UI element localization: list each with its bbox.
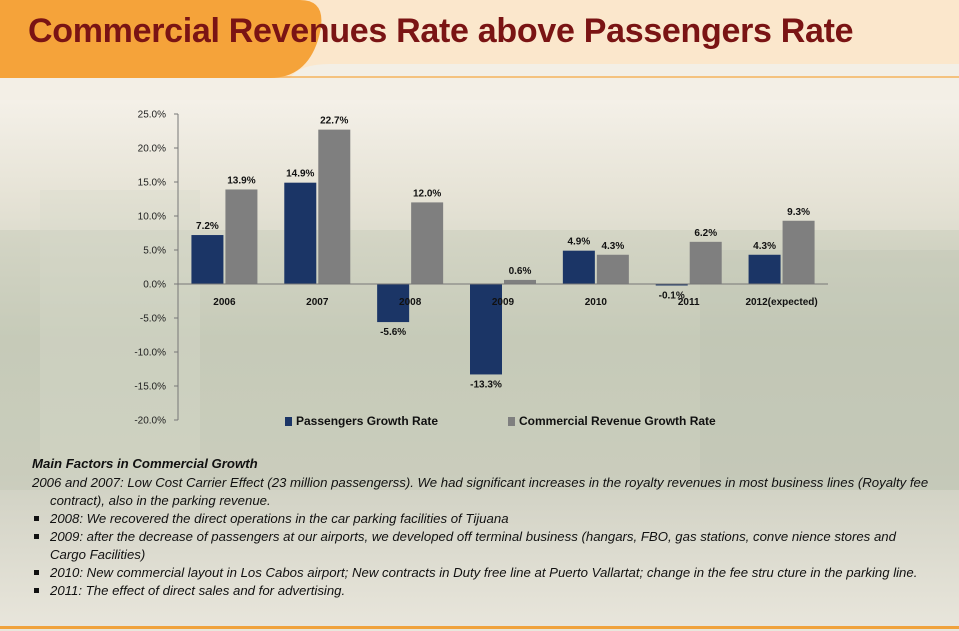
x-category-label: 2010 — [585, 297, 608, 308]
y-tick-label: -10.0% — [134, 348, 166, 359]
y-tick-label: 20.0% — [138, 144, 166, 155]
main-factors-notes: Main Factors in Commercial Growth 2006 a… — [32, 455, 932, 600]
y-tick-label: 5.0% — [143, 246, 166, 257]
passengers-data-label: -5.6% — [380, 327, 406, 338]
y-tick-label: -5.0% — [140, 314, 166, 325]
passengers-bar-2012(expected) — [748, 254, 781, 284]
notes-bullet-2009: 2009: after the decrease of passengers a… — [32, 528, 932, 564]
passengers-bar-2007 — [284, 182, 317, 284]
legend-label-passengers: Passengers Growth Rate — [296, 414, 438, 428]
notes-bullet-2008: 2008: We recovered the direct operations… — [32, 510, 932, 528]
x-category-label: 2009 — [492, 297, 515, 308]
notes-bullet-2010: 2010: New commercial layout in Los Cabos… — [32, 564, 932, 582]
commercial-data-label: 9.3% — [787, 207, 810, 218]
legend-swatch-commercial — [508, 417, 515, 426]
x-category-label: 2012(expected) — [745, 297, 817, 308]
y-tick-label: -15.0% — [134, 382, 166, 393]
passengers-bar-2011 — [655, 284, 688, 286]
passengers-data-label: 7.2% — [196, 221, 219, 232]
commercial-bar-2010 — [596, 254, 629, 284]
legend-swatch-passengers — [285, 417, 292, 426]
passengers-data-label: 4.3% — [753, 241, 776, 252]
passengers-bar-2008 — [377, 284, 410, 323]
y-tick-label: -20.0% — [134, 416, 166, 427]
x-category-label: 2008 — [399, 297, 422, 308]
passengers-data-label: 14.9% — [286, 169, 314, 180]
y-tick-label: 15.0% — [138, 178, 166, 189]
commercial-bar-2012(expected) — [782, 220, 815, 284]
commercial-data-label: 4.3% — [601, 241, 624, 252]
bar-series: 7.2% 13.9% 14.9% 22.7% -5.6% 12.0% -13.3% 0.6% 4… — [191, 116, 815, 390]
notes-bullet-2011: 2011: The effect of direct sales and for… — [32, 582, 932, 600]
y-tick-label: 10.0% — [138, 212, 166, 223]
passengers-bar-2009 — [470, 284, 502, 375]
commercial-data-label: 0.6% — [509, 266, 532, 277]
passengers-bar-2010 — [562, 250, 595, 284]
page-title: Commercial Revenues Rate above Passenger… — [28, 12, 854, 50]
x-axis: 2006 2007 2008 2009 2010 2011 2012(expected) — [178, 283, 828, 308]
commercial-bar-2011 — [689, 241, 722, 284]
commercial-bar-2008 — [411, 202, 444, 284]
x-category-label: 2011 — [678, 297, 700, 308]
bar-chart: 25.0% 20.0% 15.0% 10.0% 5.0% 0.0% -5.0% -10.0% -… — [134, 110, 828, 428]
passengers-data-label: 4.9% — [567, 237, 590, 248]
x-category-label: 2006 — [213, 297, 236, 308]
passengers-data-label: -13.3% — [470, 379, 502, 390]
commercial-data-label: 6.2% — [694, 228, 717, 239]
legend-label-commercial: Commercial Revenue Growth Rate — [519, 414, 716, 428]
x-category-label: 2007 — [306, 297, 329, 308]
chart-legend: Passengers Growth Rate Commercial Revenue… — [285, 414, 716, 428]
footer-rule — [0, 626, 959, 629]
notes-intro: 2006 and 2007: Low Cost Carrier Effect (… — [32, 475, 929, 508]
y-tick-label: 0.0% — [143, 280, 166, 291]
y-axis: 25.0% 20.0% 15.0% 10.0% 5.0% 0.0% -5.0% -10.0% -… — [134, 110, 179, 427]
commercial-bar-2006 — [225, 189, 258, 284]
notes-bullet-list: 2008: We recovered the direct operations… — [32, 510, 932, 600]
y-tick-label: 25.0% — [138, 110, 166, 121]
passengers-bar-2006 — [191, 235, 224, 284]
header-banner — [0, 0, 959, 78]
passengers-data-label: -0.1% — [659, 291, 685, 302]
commercial-data-label: 22.7% — [320, 116, 348, 127]
commercial-bar-2009 — [504, 279, 536, 284]
commercial-data-label: 12.0% — [413, 188, 441, 199]
commercial-bar-2007 — [318, 129, 351, 284]
notes-heading: Main Factors in Commercial Growth — [32, 456, 258, 471]
commercial-data-label: 13.9% — [227, 175, 255, 186]
